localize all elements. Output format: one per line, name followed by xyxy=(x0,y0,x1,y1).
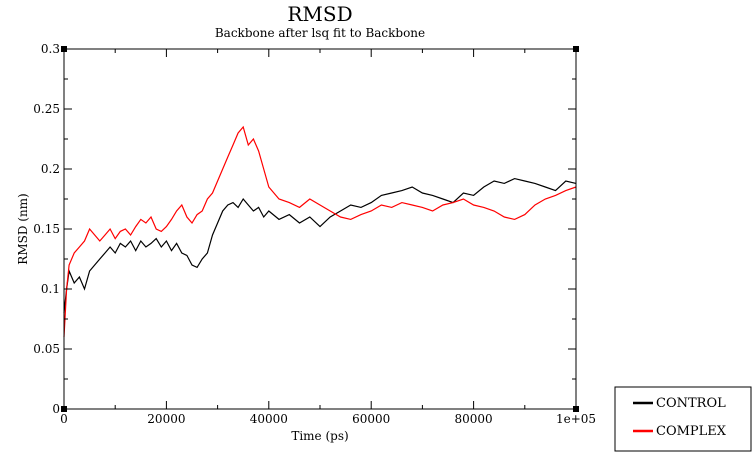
x-tick-label: 60000 xyxy=(352,412,390,426)
y-tick-label: 0.15 xyxy=(33,222,60,236)
y-tick-label: 0.05 xyxy=(33,342,60,356)
y-tick-label: 0 xyxy=(52,402,60,416)
x-axis-label: Time (ps) xyxy=(291,429,348,443)
series-line-complex xyxy=(64,127,576,337)
x-tick-label: 0 xyxy=(60,412,68,426)
tick-layer: 0 20000 40000 60000 80000 1e+05 0 0.05 0.1 0.15 0.… xyxy=(33,42,596,426)
corner-handle xyxy=(573,406,579,412)
x-tick-label: 1e+05 xyxy=(556,412,596,426)
y-tick-label: 0.1 xyxy=(41,282,60,296)
y-axis-label: RMSD (nm) xyxy=(16,193,30,264)
chart-title: RMSD xyxy=(287,2,352,26)
corner-handle xyxy=(61,46,67,52)
x-tick-label: 80000 xyxy=(455,412,493,426)
series-line-control xyxy=(64,179,576,313)
chart-subtitle: Backbone after lsq fit to Backbone xyxy=(215,26,425,40)
x-tick-label: 20000 xyxy=(147,412,185,426)
y-tick-label: 0.3 xyxy=(41,42,60,56)
x-tick-label: 40000 xyxy=(250,412,288,426)
y-tick-label: 0.25 xyxy=(33,102,60,116)
legend: CONTROL COMPLEX xyxy=(615,387,751,451)
corner-handle xyxy=(61,406,67,412)
plot-frame xyxy=(64,49,576,409)
corner-handle xyxy=(573,46,579,52)
legend-label-complex: COMPLEX xyxy=(656,424,727,439)
legend-label-control: CONTROL xyxy=(656,396,726,411)
series-layer xyxy=(64,127,576,337)
y-tick-label: 0.2 xyxy=(41,162,60,176)
